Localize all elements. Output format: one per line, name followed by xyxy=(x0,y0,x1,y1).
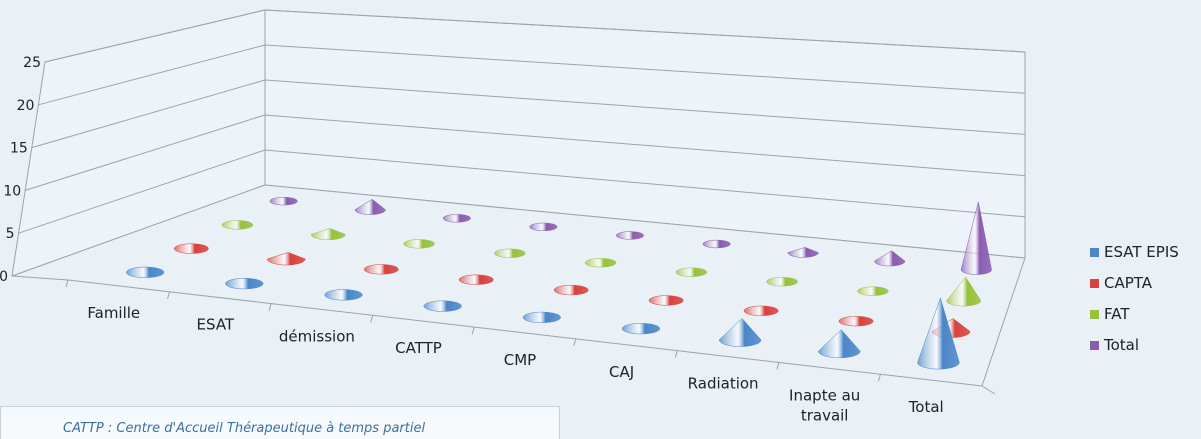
y-tick-label: 0 xyxy=(0,269,8,285)
category-label-radiation: Radiation xyxy=(688,375,759,393)
cone-total-cattp xyxy=(529,222,558,232)
legend-label: Total xyxy=(1103,336,1139,354)
footnote: CATTP : Centre d'Accueil Thérapeutique à… xyxy=(63,421,426,436)
y-tick-label: 20 xyxy=(17,98,35,114)
legend-swatch xyxy=(1090,279,1099,288)
legend-label: ESAT EPIS xyxy=(1104,243,1179,261)
cone-esat-epis-radiation xyxy=(718,318,762,347)
cone-total-esat xyxy=(354,198,386,215)
category-labels: Famille ESAT démission CATTP CMP CAJ Radiation… xyxy=(87,304,943,424)
cone-fat-esat xyxy=(310,228,346,241)
footnote-box: CATTP : Centre d'Accueil Thérapeutique à… xyxy=(0,406,560,439)
legend-item-esat-epis: ESAT EPIS xyxy=(1090,243,1179,261)
cone-esat-epis-cattp xyxy=(423,300,462,312)
cone-total-demission xyxy=(442,214,471,223)
legend-label: FAT xyxy=(1104,305,1130,323)
cone-capta-inapte-au-travail xyxy=(838,316,874,327)
y-tick-label: 25 xyxy=(23,55,41,71)
cone-capta-demission xyxy=(363,264,399,275)
cone-capta-radiation xyxy=(743,305,779,316)
cone-fat-demission xyxy=(403,239,435,249)
category-label-famille: Famille xyxy=(87,304,140,322)
category-label-cmp: CMP xyxy=(504,351,536,369)
cone-esat-epis-caj xyxy=(621,323,661,335)
cone-fat-cattp xyxy=(494,248,526,258)
cone-esat-epis-demission xyxy=(324,289,363,301)
cone-esat-epis-famille xyxy=(126,266,165,278)
category-label-caj: CAJ xyxy=(609,363,634,381)
cone-total-radiation xyxy=(787,247,819,258)
category-label-demission: démission xyxy=(279,327,355,345)
legend-swatch xyxy=(1090,341,1099,350)
cone-total-inapte-au-travail xyxy=(874,250,906,267)
legend-item-total: Total xyxy=(1090,336,1139,354)
legend-label: CAPTA xyxy=(1104,274,1153,292)
category-label-esat: ESAT xyxy=(197,316,235,334)
y-tick-label: 10 xyxy=(3,183,21,199)
y-tick-label: 15 xyxy=(10,141,28,157)
category-label-inapte-au-travail: Inapte au travail xyxy=(789,386,860,424)
cone-capta-famille xyxy=(173,243,209,254)
cone-capta-cattp xyxy=(458,274,494,285)
legend-swatch xyxy=(1090,310,1099,319)
cone-total-total xyxy=(960,201,992,275)
cone-capta-caj xyxy=(648,295,684,306)
cone-esat-epis-total xyxy=(917,297,960,370)
chart-cones xyxy=(126,197,992,370)
cone-fat-radiation xyxy=(766,277,798,287)
cone-esat-epis-cmp xyxy=(522,311,561,323)
cone-capta-cmp xyxy=(553,284,589,296)
cone-esat-epis-inapte-au-travail xyxy=(818,329,861,359)
cone-esat-epis-esat xyxy=(225,278,264,290)
chart-walls xyxy=(11,9,1026,395)
cone-fat-cmp xyxy=(584,258,617,268)
cone-capta-esat xyxy=(267,252,306,266)
cone-fat-caj xyxy=(675,267,708,277)
cone-total-cmp xyxy=(616,231,644,240)
category-label-total: Total xyxy=(908,398,944,416)
legend-swatch xyxy=(1090,248,1099,257)
cone-total-famille xyxy=(269,197,298,206)
legend: ESAT EPIS CAPTA FAT Total xyxy=(1090,243,1179,354)
cone-total-caj xyxy=(702,239,731,249)
y-tick-label: 5 xyxy=(6,226,15,242)
cone-fat-famille xyxy=(221,220,254,230)
legend-item-fat: FAT xyxy=(1090,305,1130,323)
y-axis-ticks: 0 5 10 15 20 25 xyxy=(0,55,41,285)
legend-item-capta: CAPTA xyxy=(1090,274,1153,292)
category-label-cattp: CATTP xyxy=(395,339,442,357)
cone-fat-inapte-au-travail xyxy=(857,286,889,296)
cone-fat-total xyxy=(946,276,982,307)
